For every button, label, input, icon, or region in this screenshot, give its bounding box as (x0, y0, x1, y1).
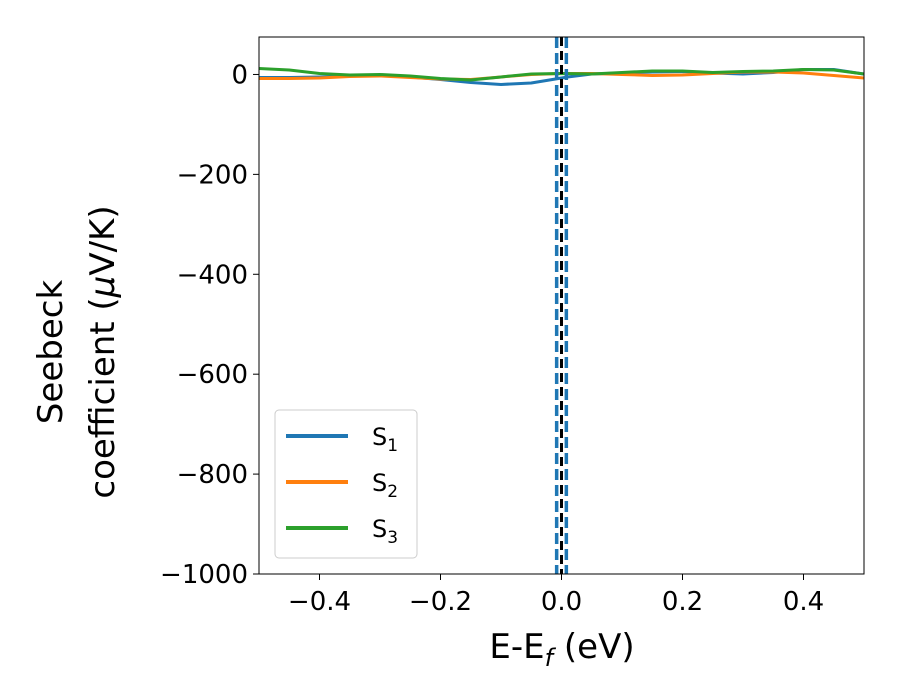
y-tick-label: −600 (177, 360, 248, 390)
y-tick-label: −200 (177, 160, 248, 190)
y-tick-label: 0 (231, 60, 248, 90)
x-axis-label-unit: (eV) (553, 627, 635, 667)
legend-label-s1: S1 (372, 423, 398, 456)
legend-label-s3: S3 (372, 515, 398, 548)
legend: S1 S2 S3 (274, 409, 418, 559)
y-axis-label-line2: coefficient (μV/K) (83, 205, 123, 498)
axes: −0.4 −0.2 0.0 0.2 0.4 0 −200 −400 −600 −800 −1000 (160, 36, 865, 617)
legend-label-s2: S2 (372, 469, 398, 502)
y-tick-label: −400 (177, 260, 248, 290)
y-axis-label-line2-suffix: V/K) (83, 205, 123, 275)
y-tick-label: −1000 (160, 560, 248, 590)
x-axis-label-main: E-E (489, 627, 544, 667)
y-axis-label-mu: μ (83, 276, 123, 299)
y-tick-label: −800 (177, 460, 248, 490)
x-tick-label: −0.4 (288, 587, 351, 617)
x-tick-label: 0.4 (783, 587, 824, 617)
x-tick-label: −0.2 (409, 587, 472, 617)
x-tick-label: 0.0 (541, 587, 582, 617)
y-axis-label-line2-prefix: coefficient ( (83, 297, 123, 498)
x-tick-label: 0.2 (662, 587, 703, 617)
y-axis-label-line1: Seebeck (31, 280, 71, 425)
plot-area (259, 37, 864, 574)
x-axis-label: E-Ef (eV) (489, 627, 634, 672)
